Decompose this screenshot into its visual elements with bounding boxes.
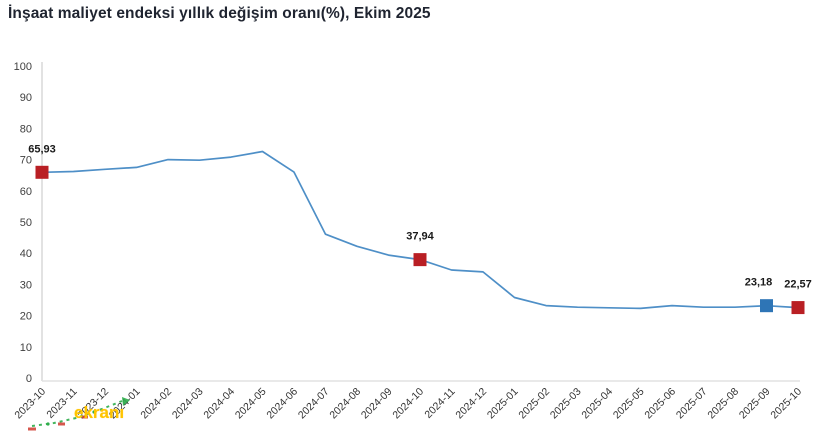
y-tick-label: 30	[20, 279, 32, 291]
x-tick-label: 2025-09	[737, 386, 773, 422]
data-label-2024-10: 37,94	[406, 231, 434, 243]
x-tick-label: 2024-10	[390, 386, 426, 422]
y-tick-label: 100	[14, 61, 32, 73]
y-tick-label: 10	[20, 342, 32, 354]
chart-title: İnşaat maliyet endeksi yıllık değişim or…	[8, 5, 431, 22]
x-tick-label: 2025-06	[642, 386, 678, 422]
x-tick-label: 2025-07	[674, 386, 710, 422]
marker-2025-09	[760, 299, 773, 313]
x-tick-label: 2024-05	[233, 386, 269, 422]
x-tick-label: 2024-02	[138, 386, 174, 422]
x-tick-label: 2023-11	[44, 386, 79, 421]
x-tick-label: 2025-03	[548, 386, 584, 422]
marker-2024-10	[413, 253, 427, 267]
x-tick-label: 2024-09	[359, 386, 395, 422]
x-tick-label: 2025-10	[768, 386, 804, 422]
x-tick-label: 2024-03	[170, 386, 206, 422]
y-tick-label: 90	[20, 92, 32, 104]
y-tick-label: 60	[20, 186, 32, 198]
x-tick-label: 2024-11	[422, 386, 457, 421]
x-tick-label: 2024-06	[264, 386, 300, 422]
x-tick-label: 2024-08	[327, 386, 363, 422]
y-tick-label: 80	[20, 123, 32, 135]
x-tick-label: 2024-01	[107, 386, 143, 422]
x-tick-label: 2025-04	[579, 386, 615, 422]
x-tick-label: 2024-07	[296, 386, 332, 422]
data-label-2025-09: 23,18	[745, 277, 773, 289]
x-tick-label: 2024-12	[453, 386, 489, 422]
y-tick-label: 40	[20, 248, 32, 260]
x-tick-label: 2025-08	[705, 386, 741, 422]
x-tick-label: 2024-04	[201, 386, 237, 422]
data-label-2025-10: 22,57	[784, 279, 812, 291]
x-tick-label: 2023-10	[12, 386, 48, 422]
y-tick-label: 50	[20, 217, 32, 229]
marker-2023-10	[35, 165, 49, 179]
data-label-2023-10: 65,93	[28, 143, 56, 155]
marker-2025-10	[791, 301, 805, 315]
x-tick-label: 2025-02	[516, 386, 552, 422]
x-tick-label: 2023-12	[75, 386, 111, 422]
y-tick-label: 70	[20, 155, 32, 167]
x-tick-label: 2025-05	[611, 386, 647, 422]
y-tick-label: 20	[20, 311, 32, 323]
y-tick-label: 0	[26, 373, 32, 385]
x-tick-label: 2025-01	[485, 386, 521, 422]
